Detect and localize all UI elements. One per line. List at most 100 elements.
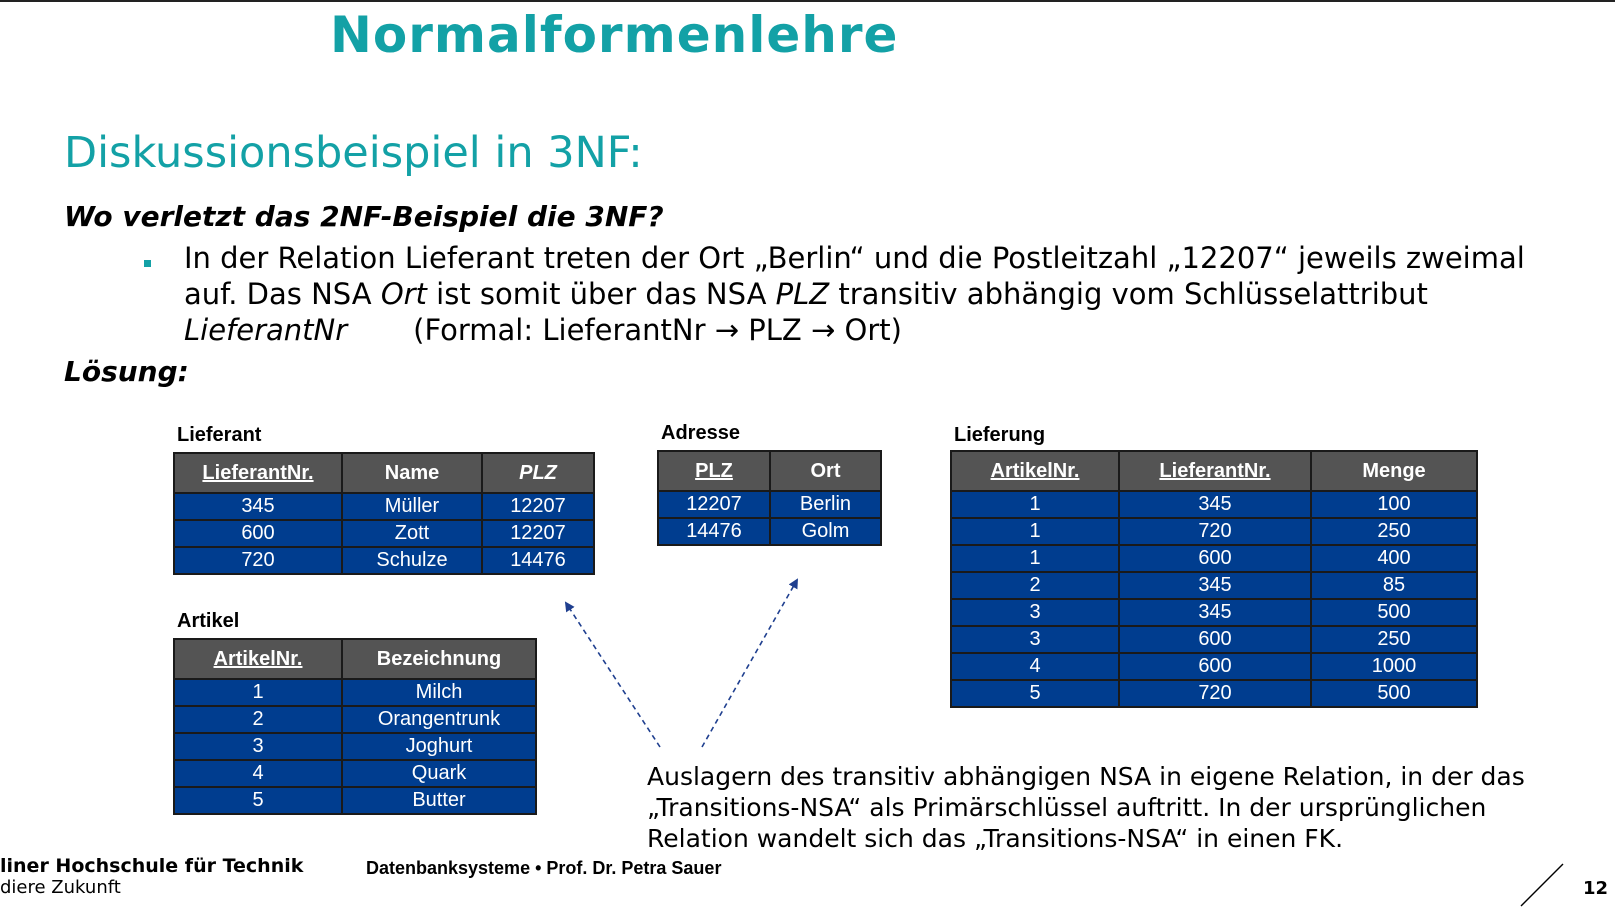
- table-cell: 600: [1118, 625, 1312, 654]
- table-cell: 500: [1310, 598, 1478, 627]
- table-cell: 12207: [481, 519, 595, 548]
- solution-label: Lösung:: [64, 355, 189, 388]
- table-row: 4 Quark: [173, 759, 537, 788]
- column-header: LieferantNr.: [1118, 450, 1312, 492]
- table-row: 1 345 100: [950, 490, 1478, 519]
- table-cell: 720: [173, 546, 343, 575]
- table-row: 2 Orangentrunk: [173, 705, 537, 734]
- table-cell: 1: [950, 517, 1120, 546]
- column-header: PLZ: [657, 450, 771, 492]
- bullet-formal: (Formal: LieferantNr → PLZ → Ort): [413, 313, 902, 347]
- footer-course: Datenbanksysteme • Prof. Dr. Petra Sauer: [366, 858, 722, 878]
- table-row: 3 345 500: [950, 598, 1478, 627]
- bullet-marker: [144, 260, 151, 267]
- table-cell: 3: [950, 625, 1120, 654]
- table-cell: 2: [950, 571, 1120, 600]
- table-row: 720 Schulze 14476: [173, 546, 595, 575]
- adresse-caption: Adresse: [661, 422, 740, 444]
- table-cell: 5: [173, 786, 343, 815]
- bullet-em-lieferantnr: LieferantNr: [184, 313, 348, 347]
- table-cell: 14476: [481, 546, 595, 575]
- lieferant-table: LieferantNr. Name PLZ 345 Müller 12207 600…: [173, 452, 595, 575]
- bullet-em-plz: PLZ: [775, 277, 830, 311]
- table-cell: 500: [1310, 679, 1478, 708]
- table-cell: Golm: [769, 517, 882, 546]
- artikel-caption: Artikel: [177, 610, 240, 632]
- table-row: 2 345 85: [950, 571, 1478, 600]
- table-cell: Zott: [341, 519, 483, 548]
- table-cell: 100: [1310, 490, 1478, 519]
- table-cell: 345: [173, 492, 343, 521]
- table-cell: Quark: [341, 759, 537, 788]
- corner-slash-icon: [1520, 863, 1564, 907]
- table-row: 4 600 1000: [950, 652, 1478, 681]
- table-cell: 85: [1310, 571, 1478, 600]
- slide-subtitle: Diskussionsbeispiel in 3NF:: [64, 128, 643, 178]
- table-cell: Butter: [341, 786, 537, 815]
- table-cell: 14476: [657, 517, 771, 546]
- table-cell: 345: [1118, 598, 1312, 627]
- table-cell: 1: [173, 678, 343, 707]
- column-header: Name: [341, 452, 483, 494]
- table-row: 1 600 400: [950, 544, 1478, 573]
- table-cell: 720: [1118, 679, 1312, 708]
- table-cell: 4: [950, 652, 1120, 681]
- column-header: LieferantNr.: [173, 452, 343, 494]
- adresse-table: PLZ Ort 12207 Berlin 14476 Golm: [657, 450, 882, 546]
- footer-slogan: diere Zukunft: [0, 877, 121, 898]
- slide-title: Normalformenlehre: [330, 6, 899, 64]
- bullet-text-2: ist somit über das NSA: [426, 277, 776, 311]
- lieferung-caption: Lieferung: [954, 424, 1046, 446]
- lieferant-caption: Lieferant: [177, 424, 262, 446]
- table-cell: 400: [1310, 544, 1478, 573]
- table-cell: 12207: [657, 490, 771, 519]
- column-header: Ort: [769, 450, 882, 492]
- table-cell: 720: [1118, 517, 1312, 546]
- footer-organization: liner Hochschule für Technik: [0, 855, 304, 877]
- table-row: 12207 Berlin: [657, 490, 882, 519]
- page-number: 12: [1583, 878, 1609, 899]
- column-header: ArtikelNr.: [173, 638, 343, 680]
- table-row: 5 720 500: [950, 679, 1478, 708]
- table-row: 1 720 250: [950, 517, 1478, 546]
- explanation-text: Auslagern des transitiv abhängigen NSA i…: [647, 762, 1525, 853]
- column-header: Bezeichnung: [341, 638, 537, 680]
- artikel-table: ArtikelNr. Bezeichnung 1 Milch 2 Orangentr…: [173, 638, 537, 815]
- table-row: 1 Milch: [173, 678, 537, 707]
- bullet-text-3: transitiv abhängig vom Schlüsselattribut: [829, 277, 1428, 311]
- table-row: 600 Zott 12207: [173, 519, 595, 548]
- table-cell: Milch: [341, 678, 537, 707]
- column-header: PLZ: [481, 452, 595, 494]
- table-cell: 3: [173, 732, 343, 761]
- table-cell: Orangentrunk: [341, 705, 537, 734]
- table-cell: 2: [173, 705, 343, 734]
- table-cell: 250: [1310, 517, 1478, 546]
- table-cell: 5: [950, 679, 1120, 708]
- table-cell: Müller: [341, 492, 483, 521]
- top-rule: [0, 0, 1615, 2]
- table-cell: Schulze: [341, 546, 483, 575]
- table-cell: 1: [950, 544, 1120, 573]
- table-row: 3 Joghurt: [173, 732, 537, 761]
- table-cell: 600: [1118, 652, 1312, 681]
- column-header: Menge: [1310, 450, 1478, 492]
- table-row: 14476 Golm: [657, 517, 882, 546]
- bullet-paragraph: In der Relation Lieferant treten der Ort…: [184, 240, 1544, 348]
- table-cell: 3: [950, 598, 1120, 627]
- table-row: 3 600 250: [950, 625, 1478, 654]
- table-cell: 345: [1118, 571, 1312, 600]
- column-header: ArtikelNr.: [950, 450, 1120, 492]
- table-cell: 600: [173, 519, 343, 548]
- arrow-to-lieferant: [564, 601, 661, 748]
- table-cell: 12207: [481, 492, 595, 521]
- table-cell: 345: [1118, 490, 1312, 519]
- table-cell: 250: [1310, 625, 1478, 654]
- table-row: 345 Müller 12207: [173, 492, 595, 521]
- table-cell: 600: [1118, 544, 1312, 573]
- table-cell: 1000: [1310, 652, 1478, 681]
- table-cell: 1: [950, 490, 1120, 519]
- question-heading: Wo verletzt das 2NF-Beispiel die 3NF?: [64, 200, 664, 233]
- table-cell: Joghurt: [341, 732, 537, 761]
